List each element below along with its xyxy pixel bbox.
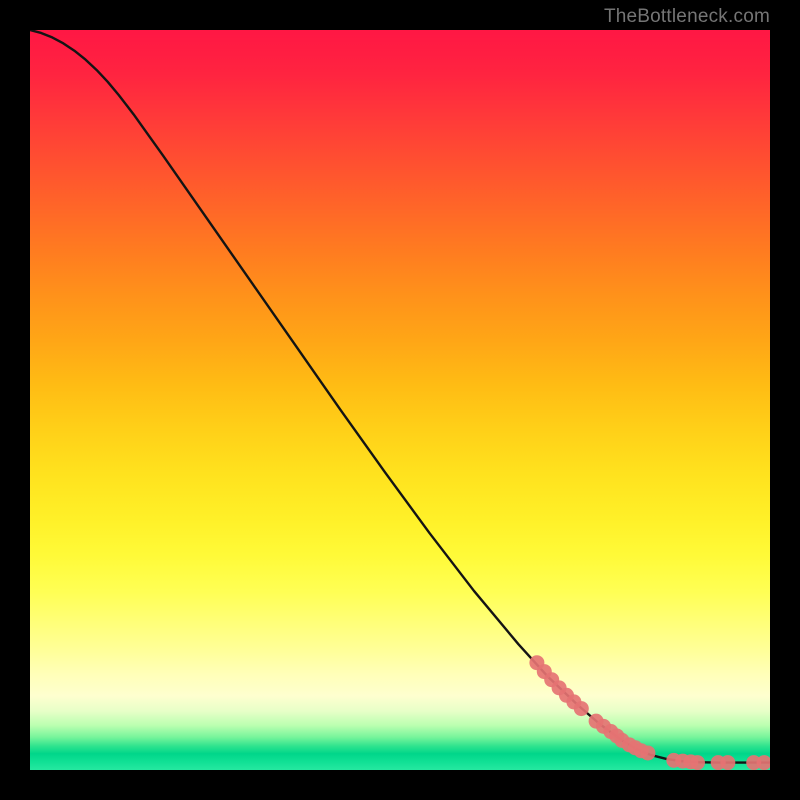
marker-point: [720, 755, 735, 770]
attribution-text: TheBottleneck.com: [604, 6, 770, 28]
chart-svg: [30, 30, 770, 770]
marker-point: [574, 701, 589, 716]
marker-point: [640, 745, 655, 760]
marker-point: [690, 755, 705, 770]
chart-container: TheBottleneck.com: [0, 0, 800, 800]
gradient-rect: [30, 30, 770, 770]
